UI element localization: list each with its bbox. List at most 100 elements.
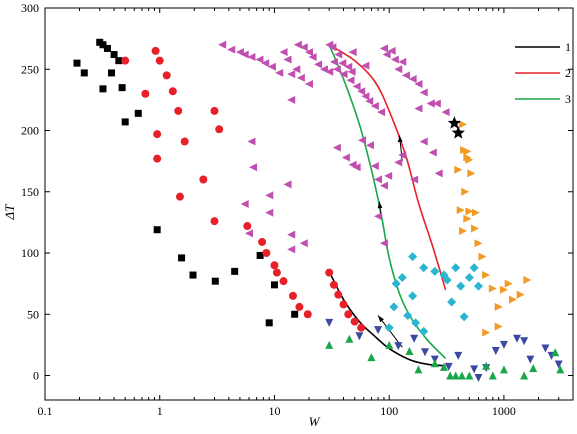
x-tick-label: 1000 xyxy=(492,404,516,418)
point-square xyxy=(108,69,116,77)
point-diamond xyxy=(459,312,469,322)
point-triangle-left xyxy=(374,175,383,184)
point-triangle-left xyxy=(365,97,374,106)
point-triangle-left xyxy=(394,65,403,74)
point-triangle-left xyxy=(328,43,337,52)
point-triangle-left xyxy=(414,104,423,113)
point-triangle-left xyxy=(370,162,379,171)
curve-2 xyxy=(328,44,447,290)
point-square xyxy=(265,319,273,327)
point-triangle-right xyxy=(482,328,491,337)
point-triangle-left xyxy=(365,141,374,150)
point-circle xyxy=(153,154,162,163)
point-triangle-left xyxy=(361,61,370,70)
y-axis-label: ΔT xyxy=(2,204,17,221)
point-triangle-left xyxy=(419,88,428,97)
point-square xyxy=(211,277,219,285)
point-triangle-left xyxy=(283,55,292,64)
point-circle xyxy=(175,192,184,201)
point-triangle-left xyxy=(414,79,423,88)
point-triangle-left xyxy=(248,163,257,172)
direction-arrows xyxy=(377,135,403,348)
y-tick-label: 150 xyxy=(21,185,39,199)
point-diamond xyxy=(397,273,407,282)
point-triangle-down xyxy=(420,348,429,357)
point-triangle-down xyxy=(394,342,403,351)
point-triangle-right xyxy=(465,155,474,164)
point-triangle-right xyxy=(463,147,472,156)
point-circle xyxy=(325,268,334,277)
point-triangle-up xyxy=(482,361,491,370)
point-circle xyxy=(174,106,183,115)
point-triangle-left xyxy=(293,40,302,49)
point-circle xyxy=(262,249,271,257)
point-triangle-left xyxy=(240,50,249,59)
point-triangle-left xyxy=(332,65,341,74)
point-square xyxy=(189,271,197,279)
point-triangle-left xyxy=(398,151,407,159)
point-triangle-right xyxy=(471,208,480,217)
point-triangle-up xyxy=(414,365,423,374)
point-triangle-up xyxy=(529,364,538,373)
point-triangle-left xyxy=(426,99,435,108)
point-triangle-left xyxy=(227,45,236,54)
point-triangle-left xyxy=(390,55,399,64)
x-tick-label: 10 xyxy=(268,404,280,418)
point-triangle-left xyxy=(325,67,334,76)
point-square xyxy=(110,51,118,59)
point-square xyxy=(121,118,129,126)
point-triangle-left xyxy=(247,137,256,146)
point-triangle-up xyxy=(488,371,497,380)
point-triangle-right xyxy=(494,302,503,311)
point-circle xyxy=(258,237,267,246)
point-triangle-left xyxy=(275,68,284,77)
point-triangle-up xyxy=(457,371,466,380)
point-triangle-up xyxy=(405,347,414,355)
point-triangle-down xyxy=(520,337,529,346)
point-circle xyxy=(344,310,353,319)
point-triangle-left xyxy=(377,108,386,117)
point-triangle-right xyxy=(465,207,474,216)
point-triangle-right xyxy=(504,279,513,288)
arrow-shaft xyxy=(377,315,403,348)
point-triangle-down xyxy=(444,362,453,371)
point-star xyxy=(451,125,465,139)
point-triangle-right xyxy=(499,285,508,294)
point-circle xyxy=(270,261,279,270)
point-triangle-left xyxy=(379,181,388,190)
point-triangle-down xyxy=(454,351,463,360)
point-triangle-down xyxy=(410,334,419,343)
point-square xyxy=(256,251,264,259)
point-triangle-left xyxy=(287,70,296,79)
point-triangle-right xyxy=(459,120,468,129)
point-triangle-left xyxy=(352,82,361,91)
point-triangle-left xyxy=(287,230,296,239)
point-triangle-right xyxy=(454,165,463,174)
point-triangle-up xyxy=(465,371,474,380)
point-triangle-left xyxy=(347,67,356,76)
legend: 1 2 3 xyxy=(515,40,571,106)
point-triangle-left xyxy=(352,163,361,172)
point-triangle-up xyxy=(556,365,565,374)
point-circle xyxy=(151,46,160,55)
point-triangle-right xyxy=(474,239,483,248)
point-square xyxy=(118,84,126,92)
point-triangle-up xyxy=(345,334,354,343)
x-tick-label: 1 xyxy=(157,404,163,418)
point-diamond xyxy=(464,273,474,282)
point-circle xyxy=(243,222,252,231)
point-square xyxy=(178,254,186,262)
y-tick-label: 200 xyxy=(21,124,39,138)
point-square xyxy=(134,109,142,117)
arrow-head xyxy=(377,201,383,209)
axis-ticks: 0.1 1 10 100 1000 0 50 100 150 200 250 300 xyxy=(21,1,574,418)
point-square xyxy=(270,281,278,289)
point-diamond xyxy=(391,279,401,289)
point-diamond xyxy=(419,326,429,336)
point-circle xyxy=(329,280,338,289)
point-triangle-left xyxy=(240,200,249,208)
point-square xyxy=(115,57,123,65)
point-triangle-right xyxy=(488,284,497,293)
point-triangle-right xyxy=(463,214,472,223)
